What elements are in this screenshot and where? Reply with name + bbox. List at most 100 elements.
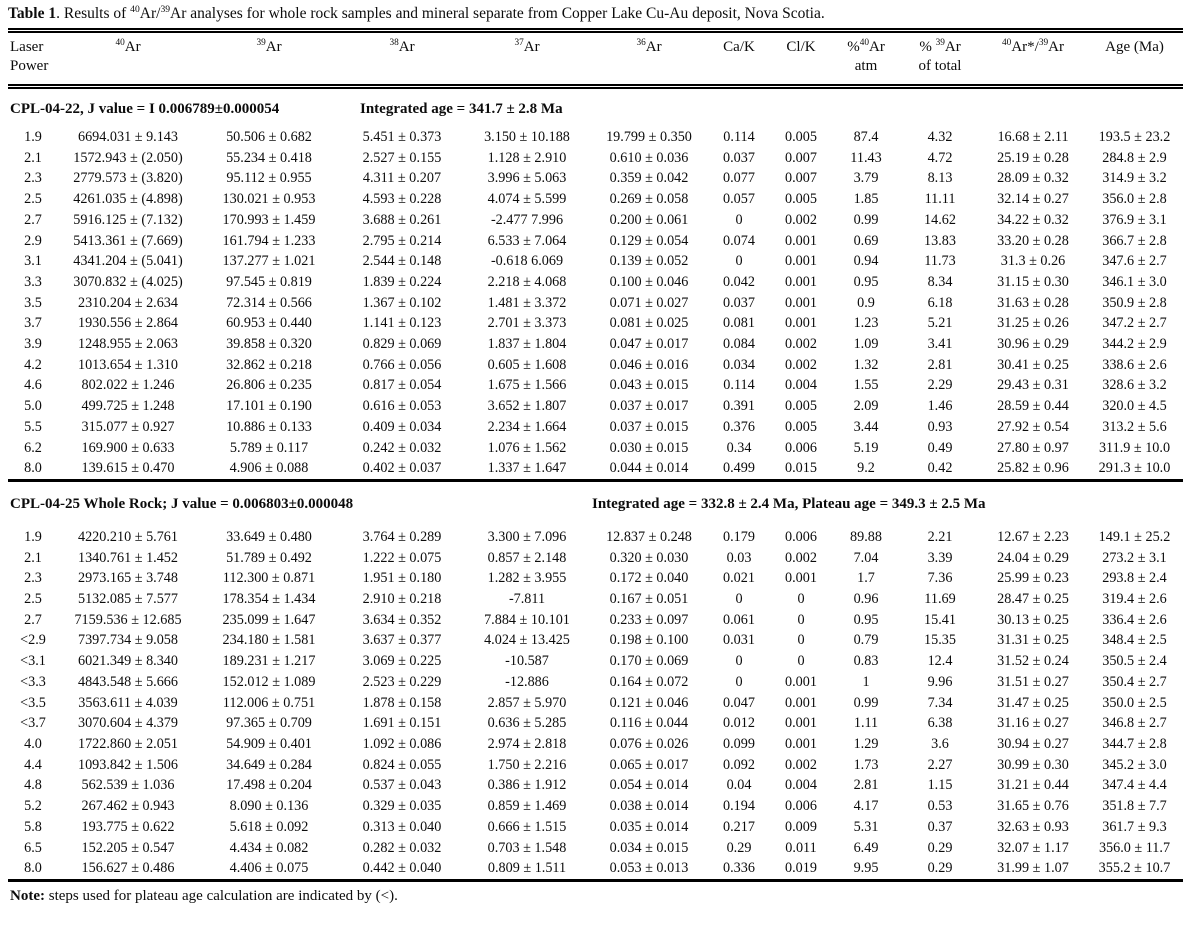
cell-ar40: 5413.361 ± (7.669) — [73, 232, 183, 249]
cell-age-ma: 149.1 ± 25.2 — [1098, 528, 1171, 545]
cell-ar36: 0.116 ± 0.044 — [609, 715, 689, 732]
cell-ar40star-ar39: 31.47 ± 0.25 — [997, 694, 1069, 711]
cell-ar37: 6.533 ± 7.064 — [487, 232, 567, 249]
cell-laser-power: 4.0 — [24, 735, 42, 752]
cell-ca-k: 0.29 — [726, 839, 752, 856]
table-row: 2.7 5916.125 ± (7.132) 170.993 ± 1.459 3.68… — [8, 210, 1183, 231]
cell-laser-power: 4.4 — [24, 756, 42, 773]
cell-ar39: 161.794 ± 1.233 — [222, 232, 316, 249]
cell-ar36: 0.030 ± 0.015 — [609, 439, 689, 456]
cell-ar40: 7397.734 ± 9.058 — [77, 632, 178, 649]
cell-pct-ar40-atm: 0.94 — [853, 253, 879, 270]
cell-ar40star-ar39: 28.59 ± 0.44 — [997, 398, 1069, 415]
cell-pct-ar39-of-total: 3.6 — [931, 735, 949, 752]
cell-ar40: 315.077 ± 0.927 — [81, 418, 175, 435]
cell-ar40star-ar39: 32.63 ± 0.93 — [997, 818, 1069, 835]
cell-age-ma: 345.2 ± 3.0 — [1102, 756, 1167, 773]
cell-laser-power: 3.7 — [24, 315, 42, 332]
cell-ar39: 234.180 ± 1.581 — [222, 632, 316, 649]
table-row: <3.5 3563.611 ± 4.039 112.006 ± 0.751 1.878… — [8, 693, 1183, 714]
cell-cl-k: 0.009 — [785, 818, 817, 835]
cell-age-ma: 314.9 ± 3.2 — [1102, 170, 1167, 187]
cell-ar37: 2.218 ± 4.068 — [487, 273, 567, 290]
cell-ar38: 2.527 ± 0.155 — [362, 149, 442, 166]
cell-ar37: 0.666 ± 1.515 — [487, 818, 567, 835]
cell-age-ma: 350.0 ± 2.5 — [1102, 694, 1167, 711]
cell-cl-k: 0.011 — [785, 839, 817, 856]
cell-ar39: 17.498 ± 0.204 — [226, 777, 312, 794]
cell-ar36: 12.837 ± 0.248 — [606, 528, 692, 545]
cell-ca-k: 0 — [735, 653, 743, 670]
cell-pct-ar40-atm: 11.43 — [850, 149, 882, 166]
cell-pct-ar39-of-total: 6.38 — [927, 715, 953, 732]
section-ages: Integrated age = 341.7 ± 2.8 Ma — [360, 101, 563, 117]
cell-pct-ar40-atm: 6.49 — [853, 839, 879, 856]
cell-ca-k: 0.034 — [723, 356, 755, 373]
table-row: 2.1 1572.943 ± (2.050) 55.234 ± 0.418 2.527… — [8, 148, 1183, 169]
cell-laser-power: 4.2 — [24, 356, 42, 373]
cell-ar39: 152.012 ± 1.089 — [222, 673, 316, 690]
cell-ca-k: 0.021 — [723, 570, 755, 587]
table-note: Note: steps used for plateau age calcula… — [10, 888, 1183, 905]
cell-ar40star-ar39: 31.25 ± 0.26 — [997, 315, 1069, 332]
cell-laser-power: 4.8 — [24, 777, 42, 794]
cell-cl-k: 0.001 — [785, 694, 817, 711]
table-row: 1.9 4220.210 ± 5.761 33.649 ± 0.480 3.764 ±… — [8, 527, 1183, 548]
cell-ar39: 50.506 ± 0.682 — [226, 129, 312, 145]
section-ages: Integrated age = 332.8 ± 2.4 Ma, Plateau… — [592, 495, 986, 512]
cell-laser-power: 8.0 — [24, 860, 42, 877]
cell-ar38: 3.764 ± 0.289 — [362, 528, 442, 545]
section-sample-jvalue: CPL-04-22, J value = I 0.006789±0.000054 — [10, 101, 280, 117]
cell-pct-ar40-atm: 5.31 — [853, 818, 879, 835]
cell-cl-k: 0 — [797, 653, 805, 670]
cell-age-ma: 273.2 ± 3.1 — [1102, 549, 1167, 566]
cell-ar40: 1930.556 ± 2.864 — [77, 315, 178, 332]
cell-ar37: 1.481 ± 3.372 — [487, 294, 567, 311]
cell-ar39: 137.277 ± 1.021 — [222, 253, 316, 270]
cell-laser-power: 3.1 — [24, 253, 42, 270]
cell-ar40: 1572.943 ± (2.050) — [73, 149, 183, 166]
table-row: 6.5 152.205 ± 0.547 4.434 ± 0.082 0.282 ± 0… — [8, 838, 1183, 859]
cell-ar40star-ar39: 31.21 ± 0.44 — [997, 777, 1069, 794]
cell-ar39: 130.021 ± 0.953 — [222, 191, 316, 208]
col-header-pct-ar39-of-total: % 39Ar of total — [900, 30, 980, 89]
cell-ar40: 3070.832 ± (4.025) — [73, 273, 183, 290]
cell-ar40star-ar39: 32.07 ± 1.17 — [997, 839, 1069, 856]
cell-pct-ar39-of-total: 8.34 — [927, 273, 953, 290]
cell-laser-power: 3.3 — [24, 273, 42, 290]
cell-cl-k: 0 — [797, 591, 805, 608]
cell-ar40: 562.539 ± 1.036 — [81, 777, 175, 794]
cell-laser-power: 5.0 — [24, 398, 42, 415]
table-row: 3.5 2310.204 ± 2.634 72.314 ± 0.566 1.367 ±… — [8, 293, 1183, 314]
cell-ar37: 0.605 ± 1.608 — [487, 356, 567, 373]
cell-pct-ar39-of-total: 3.41 — [927, 336, 953, 353]
cell-ar36: 0.198 ± 0.100 — [609, 632, 689, 649]
cell-ar37: 1.675 ± 1.566 — [487, 377, 567, 394]
cell-age-ma: 320.0 ± 4.5 — [1102, 398, 1167, 415]
cell-ar40star-ar39: 31.31 ± 0.25 — [997, 632, 1069, 649]
cell-pct-ar40-atm: 3.79 — [853, 170, 879, 187]
cell-cl-k: 0.007 — [785, 149, 817, 166]
cell-ar38: 0.282 ± 0.032 — [362, 839, 442, 856]
cell-laser-power: <2.9 — [20, 632, 46, 649]
cell-ar40: 139.615 ± 0.470 — [81, 460, 175, 477]
cell-ar36: 0.054 ± 0.014 — [609, 777, 689, 794]
cell-ca-k: 0.081 — [723, 315, 755, 332]
cell-age-ma: 193.5 ± 23.2 — [1098, 129, 1171, 145]
table-row: 3.1 4341.204 ± (5.041) 137.277 ± 1.021 2.54… — [8, 251, 1183, 272]
cell-ar40star-ar39: 32.14 ± 0.27 — [997, 191, 1069, 208]
cell-laser-power: 2.5 — [24, 191, 42, 208]
table-row: 4.8 562.539 ± 1.036 17.498 ± 0.204 0.537 ± … — [8, 775, 1183, 796]
cell-ca-k: 0.077 — [723, 170, 755, 187]
cell-ar38: 0.817 ± 0.054 — [362, 377, 442, 394]
table-row: <3.3 4843.548 ± 5.666 152.012 ± 1.089 2.523… — [8, 672, 1183, 693]
col-header-age-ma: Age (Ma) — [1086, 30, 1183, 89]
cell-age-ma: 355.2 ± 10.7 — [1098, 860, 1171, 877]
cell-laser-power: <3.7 — [20, 715, 46, 732]
cell-ar40star-ar39: 31.51 ± 0.27 — [997, 673, 1069, 690]
cell-ar37: 0.386 ± 1.912 — [487, 777, 567, 794]
cell-ar40: 1248.955 ± 2.063 — [77, 336, 178, 353]
cell-ar36: 0.071 ± 0.027 — [609, 294, 689, 311]
table-row: 4.6 802.022 ± 1.246 26.806 ± 0.235 0.817 ± … — [8, 375, 1183, 396]
